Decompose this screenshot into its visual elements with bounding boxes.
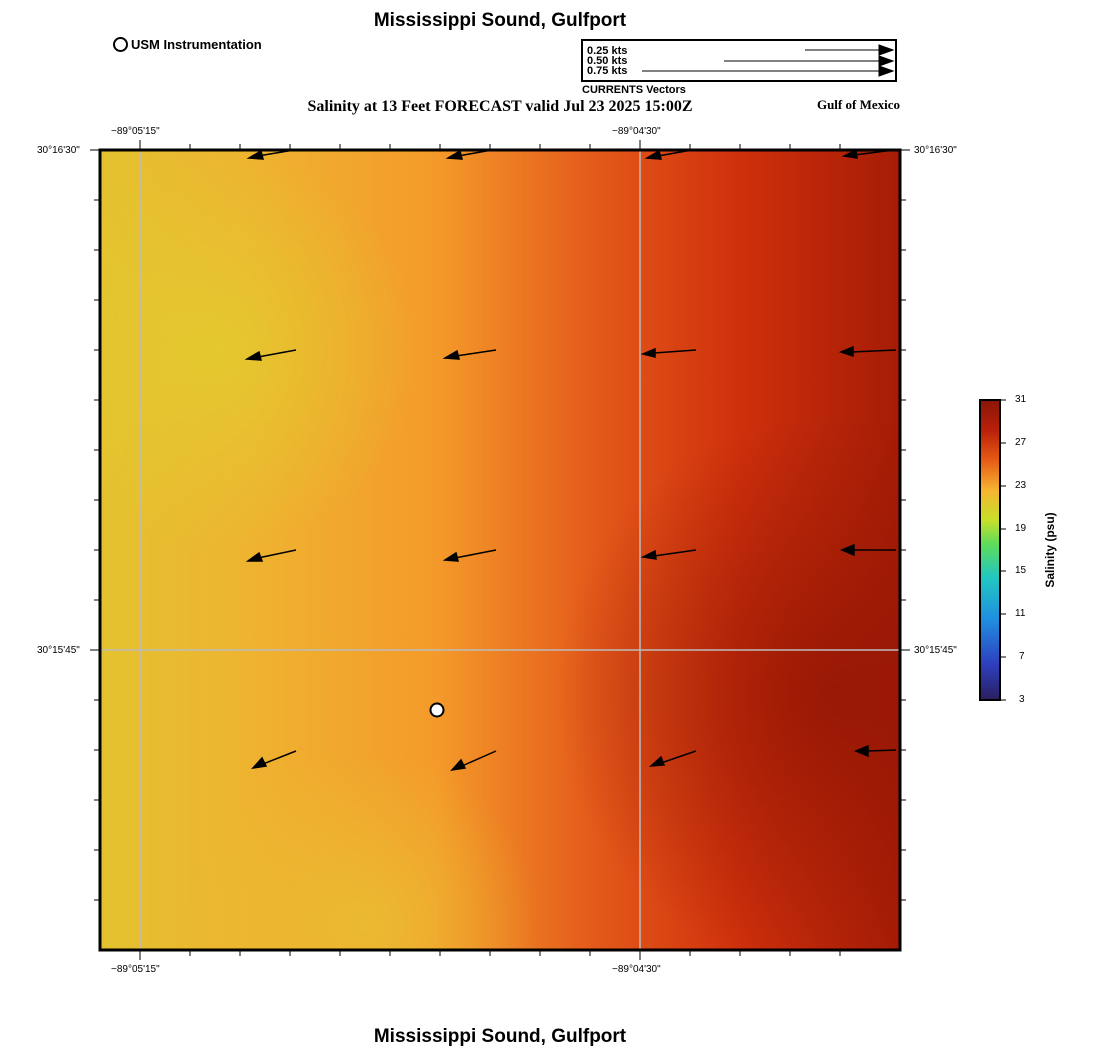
right-lat-label-1: 30°16'30" — [914, 145, 957, 156]
current-vector — [854, 744, 897, 758]
colorbar-tick-19: 19 — [1015, 523, 1027, 534]
colorbar-tick-11: 11 — [1015, 608, 1026, 619]
current-vector — [445, 149, 493, 160]
vector-legend-label-3: 0.75 kts — [587, 65, 628, 77]
current-vector — [648, 750, 697, 767]
current-vector — [442, 349, 497, 360]
salinity-low-zone-north — [100, 150, 900, 950]
vector-legend-arrowhead-2 — [878, 55, 895, 67]
current-vector — [640, 549, 697, 560]
station-legend: USM Instrumentation — [113, 37, 262, 52]
current-vector — [450, 750, 497, 772]
current-vector — [244, 349, 297, 361]
current-vectors — [244, 148, 897, 772]
station-legend-label: USM Instrumentation — [131, 37, 262, 52]
colorbar-tick-23: 23 — [1015, 480, 1027, 491]
current-vector — [838, 345, 897, 358]
top-lon-label-1: −89°05'15" — [111, 126, 160, 137]
bottom-lon-label-1: −89°05'15" — [111, 964, 160, 975]
top-lon-label-2: −89°04'30" — [612, 126, 661, 137]
colorbar-scale — [979, 399, 1001, 701]
current-vector — [644, 149, 693, 160]
map-subtitle: Salinity at 13 Feet FORECAST valid Jul 2… — [307, 98, 693, 115]
colorbar-tick-7: 7 — [1019, 651, 1025, 662]
current-vector — [245, 549, 297, 562]
current-vector — [251, 750, 297, 770]
colorbar-tick-15: 15 — [1015, 565, 1027, 576]
left-lat-label-1: 30°16'30" — [37, 145, 80, 156]
graticule — [100, 150, 900, 950]
colorbar-title: Salinity (psu) — [1043, 512, 1057, 588]
vector-legend-label-2: 0.50 kts — [587, 55, 628, 67]
region-label: Gulf of Mexico — [816, 97, 900, 112]
footer-title: Mississippi Sound, Gulfport — [373, 1026, 627, 1047]
colorbar-ticks — [1000, 399, 1006, 701]
colorbar-tick-3: 3 — [1019, 694, 1025, 705]
frame-ticks — [90, 140, 910, 960]
current-vector — [246, 149, 295, 160]
vector-legend: 0.25 kts 0.50 kts 0.75 kts — [581, 39, 897, 82]
map-title: Mississippi Sound, Gulfport — [373, 10, 627, 31]
current-vector — [640, 347, 697, 358]
bottom-lon-label-2: −89°04'30" — [612, 964, 661, 975]
current-vector — [442, 549, 497, 562]
current-vector — [840, 543, 896, 557]
station-marker[interactable] — [429, 702, 445, 718]
vector-legend-arrowhead-1 — [878, 44, 895, 56]
colorbar-tick-27: 27 — [1015, 437, 1027, 448]
station-marker-icon — [113, 37, 128, 52]
vector-legend-label-1: 0.25 kts — [587, 45, 628, 57]
vector-legend-arrowhead-3 — [878, 65, 895, 77]
current-vector — [841, 148, 895, 159]
salinity-map — [90, 140, 910, 960]
vector-legend-caption: CURRENTS Vectors — [582, 84, 686, 96]
colorbar-tick-31: 31 — [1015, 394, 1027, 405]
right-lat-label-2: 30°15'45" — [914, 645, 957, 656]
colorbar — [979, 399, 1006, 701]
vector-legend-arrows — [642, 44, 895, 77]
left-lat-label-2: 30°15'45" — [37, 645, 80, 656]
